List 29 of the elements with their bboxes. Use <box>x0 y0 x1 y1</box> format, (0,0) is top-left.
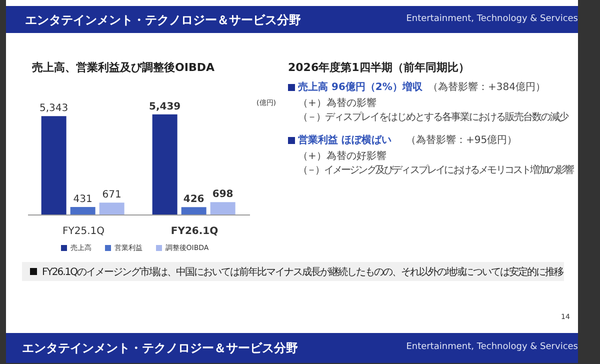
bar <box>70 207 96 215</box>
data-label: 5,343 <box>40 103 68 114</box>
text: FY26.1Qのイメージング市場は、中国においては前年比マイナス成長が継続したものの、それ以外の地域については安定的に推移 <box>42 266 563 279</box>
bar <box>181 207 206 215</box>
data-label: 426 <box>183 194 204 206</box>
x-tick-label: FY26.1Q <box>170 226 218 237</box>
text: （－）イメージング及びディスプレイにおけるメモリコスト増加の影響 <box>298 164 574 177</box>
text: （為替影響：+384億円） <box>428 80 546 94</box>
data-label: 431 <box>73 194 92 206</box>
text: 2026年度第1四半期（前年同期比） <box>288 60 470 75</box>
x-tick-label: FY25.1Q <box>62 226 105 237</box>
bar <box>210 202 236 215</box>
text: （為替影響：+95億円） <box>406 134 518 147</box>
text: 売上高 96億円（2%）増収 <box>298 80 422 94</box>
text: 営業利益 ほぼ横ばい <box>298 134 392 147</box>
chart-title: 売上高、営業利益及び調整後OIBDA <box>32 60 214 75</box>
data-label: 5,439 <box>149 101 181 112</box>
text: （+）為替の好影響 <box>298 150 386 163</box>
data-label: 698 <box>212 189 234 200</box>
text: Entertainment, Technology & Services <box>406 342 578 352</box>
text: エンタテインメント・テクノロジー＆サービス分野 <box>25 12 301 29</box>
text: エンタテインメント・テクノロジー＆サービス分野 <box>22 340 298 357</box>
bar <box>41 116 66 215</box>
text: Entertainment, Technology & Services <box>406 14 578 24</box>
data-label: 671 <box>102 190 122 201</box>
bar <box>99 202 124 215</box>
text: （－）ディスプレイをはじめとする各事業における販売台数の減少 <box>298 110 568 124</box>
bar <box>152 114 178 215</box>
text: （+）為替の影響 <box>298 96 376 110</box>
